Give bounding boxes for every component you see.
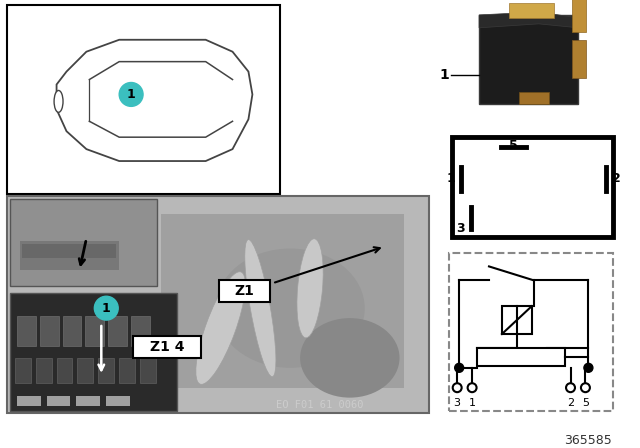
Bar: [99, 358, 114, 383]
Circle shape: [468, 383, 477, 392]
Bar: [47, 396, 70, 405]
Bar: [7, 196, 429, 413]
Text: Z1 4: Z1 4: [150, 340, 184, 354]
Bar: [119, 358, 135, 383]
Bar: [10, 199, 157, 286]
Bar: [449, 254, 613, 410]
Bar: [77, 358, 93, 383]
Bar: [20, 241, 119, 271]
Text: 1: 1: [447, 172, 455, 185]
Circle shape: [581, 383, 590, 392]
Bar: [140, 358, 156, 383]
Bar: [85, 316, 104, 346]
Text: 3: 3: [456, 222, 465, 235]
Bar: [573, 40, 586, 78]
Text: 5: 5: [582, 398, 589, 408]
Circle shape: [452, 383, 461, 392]
Text: 1: 1: [127, 88, 136, 101]
Text: 365585: 365585: [564, 434, 612, 447]
Text: 1: 1: [468, 398, 476, 408]
Bar: [502, 306, 532, 334]
Bar: [15, 358, 31, 383]
Ellipse shape: [297, 239, 323, 338]
Bar: [10, 293, 177, 410]
Bar: [479, 15, 579, 104]
Bar: [467, 8, 595, 125]
Text: 1: 1: [102, 302, 111, 314]
Ellipse shape: [245, 240, 276, 377]
Bar: [131, 316, 150, 346]
Bar: [219, 280, 270, 302]
Ellipse shape: [54, 90, 63, 112]
Text: 3: 3: [454, 398, 461, 408]
Bar: [477, 348, 564, 366]
Bar: [106, 396, 130, 405]
Bar: [22, 244, 116, 258]
Circle shape: [454, 363, 463, 372]
Bar: [133, 336, 201, 358]
Circle shape: [584, 363, 593, 372]
Text: Z1: Z1: [234, 284, 254, 298]
Bar: [519, 92, 548, 104]
Bar: [108, 316, 127, 346]
Text: EO F01 61 0060: EO F01 61 0060: [276, 400, 364, 409]
Bar: [452, 137, 613, 237]
Bar: [509, 3, 554, 18]
Circle shape: [94, 296, 118, 320]
Ellipse shape: [196, 272, 245, 384]
Bar: [36, 358, 52, 383]
Bar: [17, 316, 36, 346]
Bar: [573, 0, 586, 32]
Ellipse shape: [300, 318, 399, 398]
Bar: [17, 396, 41, 405]
Circle shape: [119, 82, 143, 106]
Text: 2: 2: [567, 398, 574, 408]
Bar: [56, 358, 72, 383]
Polygon shape: [479, 12, 579, 28]
Bar: [63, 316, 81, 346]
Text: 2: 2: [612, 172, 621, 185]
Text: 1: 1: [440, 68, 449, 82]
Bar: [7, 5, 280, 194]
Bar: [40, 316, 58, 346]
Ellipse shape: [216, 249, 365, 368]
Polygon shape: [56, 40, 252, 161]
Bar: [76, 396, 100, 405]
Circle shape: [566, 383, 575, 392]
Bar: [161, 214, 404, 388]
Text: 5: 5: [509, 139, 518, 152]
